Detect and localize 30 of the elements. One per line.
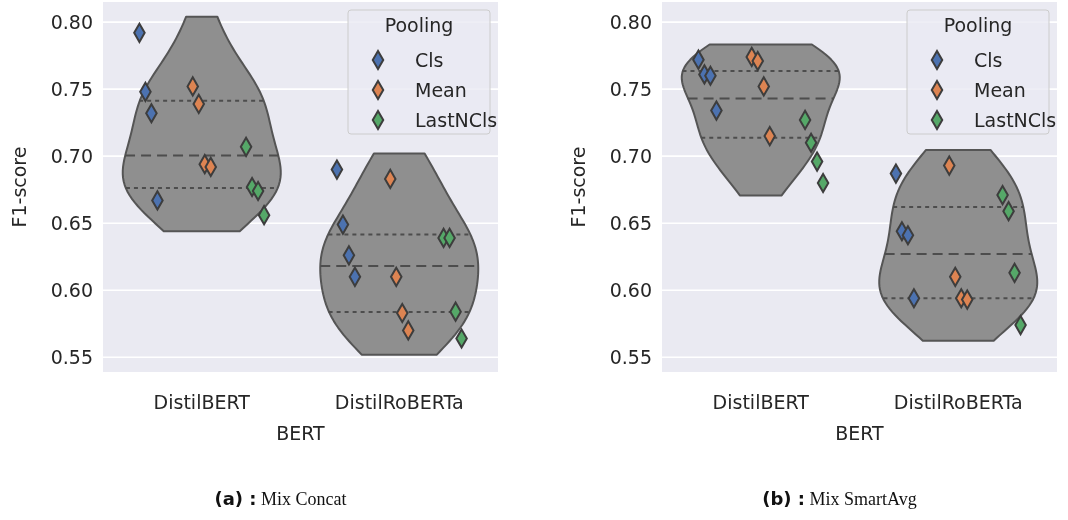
y-tick-label: 0.75 [609, 78, 652, 101]
y-axis-title: F1-score [8, 146, 30, 228]
y-tick-label: 0.65 [50, 212, 93, 235]
legend-label: Mean [974, 79, 1026, 101]
x-tick-label: DistilRoBERTa [334, 391, 464, 413]
y-tick-label: 0.75 [50, 78, 93, 101]
y-tick-label: 0.80 [50, 11, 93, 34]
x-axis-title: BERT [835, 422, 885, 444]
legend-label: Mean [415, 79, 467, 101]
y-tick-label: 0.55 [50, 346, 93, 369]
x-tick-label: DistilRoBERTa [893, 391, 1023, 413]
x-tick-label: DistilBERT [153, 391, 251, 413]
y-tick-label: 0.65 [609, 212, 652, 235]
legend-title: Pooling [384, 14, 454, 36]
text: (a) : Mix Concat [214, 488, 347, 509]
legend-label: LastNCls [415, 109, 498, 131]
legend-label: LastNCls [974, 109, 1057, 131]
legend-title: Pooling [943, 14, 1013, 36]
text: (b) : Mix SmartAvg [762, 488, 917, 509]
x-tick-label: DistilBERT [712, 391, 810, 413]
legend-label: Cls [415, 49, 444, 71]
y-tick-label: 0.70 [609, 145, 652, 168]
y-tick-label: 0.80 [609, 11, 652, 34]
y-axis-title: F1-score [567, 146, 589, 228]
y-tick-label: 0.55 [609, 346, 652, 369]
y-tick-label: 0.60 [609, 279, 652, 302]
x-axis-title: BERT [276, 422, 326, 444]
y-tick-label: 0.70 [50, 145, 93, 168]
legend-label: Cls [974, 49, 1003, 71]
y-tick-label: 0.60 [50, 279, 93, 302]
